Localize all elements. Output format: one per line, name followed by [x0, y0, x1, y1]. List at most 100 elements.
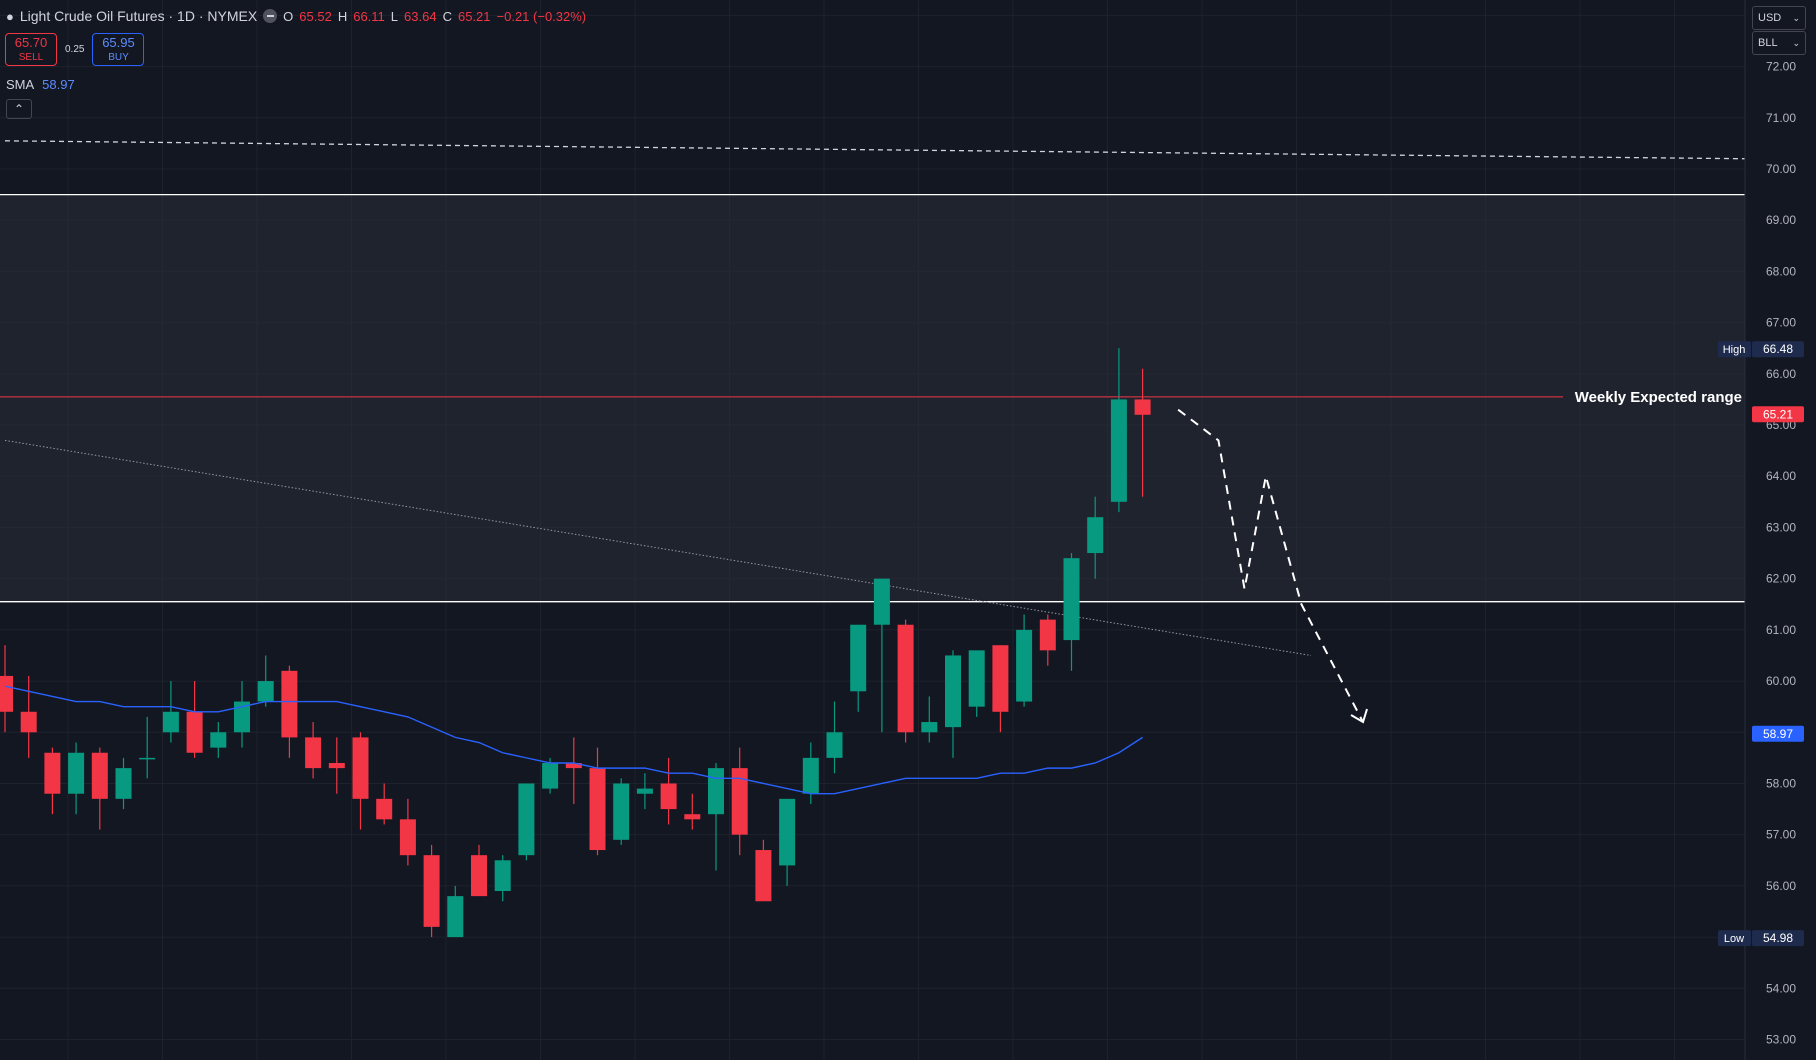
- candle-body: [1134, 399, 1151, 415]
- buy-button[interactable]: 65.95 BUY: [92, 33, 145, 66]
- price-tick-label: 70.00: [1766, 162, 1796, 176]
- price-label[interactable]: 65.21: [1752, 406, 1804, 423]
- candle[interactable]: [210, 722, 227, 758]
- sma-line: [4, 685, 1143, 795]
- symbol-legend[interactable]: ● Light Crude Oil Futures · 1D · NYMEX O…: [6, 8, 586, 24]
- candle-body: [352, 737, 369, 799]
- candle[interactable]: [1039, 614, 1056, 666]
- candle-body: [731, 768, 748, 835]
- currency-value: USD: [1758, 12, 1782, 24]
- candle[interactable]: [897, 619, 914, 743]
- candle-body: [755, 850, 772, 902]
- candle[interactable]: [91, 747, 108, 830]
- sma-legend[interactable]: SMA 58.97: [6, 77, 75, 92]
- candle[interactable]: [281, 665, 298, 758]
- candle-body: [518, 783, 535, 856]
- candle[interactable]: [518, 783, 535, 861]
- unit-value: BLL: [1758, 37, 1778, 49]
- candle[interactable]: [684, 793, 701, 830]
- candle[interactable]: [613, 778, 630, 845]
- candle-body: [873, 578, 890, 625]
- candle[interactable]: [565, 737, 582, 804]
- candle[interactable]: [1087, 496, 1104, 579]
- unit-select[interactable]: BLL ⌄: [1752, 31, 1806, 55]
- candle[interactable]: [447, 885, 464, 938]
- candle-body: [613, 783, 630, 840]
- candle[interactable]: [1063, 553, 1080, 671]
- candle[interactable]: [992, 645, 1009, 733]
- candle-body: [234, 701, 250, 733]
- sma-value: 58.97: [42, 77, 75, 92]
- candle-body: [684, 814, 701, 820]
- candle-body: [1039, 619, 1056, 651]
- candle[interactable]: [779, 798, 796, 886]
- candle[interactable]: [186, 681, 203, 758]
- candle[interactable]: [139, 716, 156, 779]
- candle[interactable]: [802, 742, 819, 804]
- candle[interactable]: [20, 675, 37, 758]
- candle[interactable]: [352, 732, 369, 830]
- candle[interactable]: [376, 783, 393, 825]
- candle[interactable]: [826, 701, 843, 774]
- currency-select[interactable]: USD ⌄: [1752, 6, 1806, 30]
- price-label[interactable]: 54.98 Low: [1718, 930, 1804, 947]
- candle-body: [1016, 629, 1033, 702]
- candle[interactable]: [305, 722, 322, 779]
- candle[interactable]: [921, 696, 938, 743]
- candle[interactable]: [755, 839, 772, 902]
- price-label-name-tag: [1718, 341, 1751, 358]
- candle[interactable]: [945, 650, 961, 758]
- hide-legend-icon[interactable]: [263, 9, 278, 23]
- candle[interactable]: [328, 737, 345, 794]
- candle[interactable]: [850, 624, 867, 712]
- price-axis-bg: [1745, 0, 1816, 1060]
- low-value: 63.64: [404, 8, 437, 24]
- candle-body: [992, 645, 1009, 712]
- candles-layer[interactable]: [0, 348, 1151, 938]
- candle[interactable]: [162, 681, 179, 743]
- candle-body: [210, 732, 227, 748]
- low-key: L: [390, 8, 399, 24]
- candle[interactable]: [660, 757, 677, 825]
- candle[interactable]: [731, 747, 748, 856]
- candle-body: [328, 762, 345, 769]
- price-label-name: Low: [1724, 933, 1744, 945]
- sell-button[interactable]: 65.70 SELL: [5, 33, 57, 66]
- candle[interactable]: [1016, 614, 1033, 707]
- candle[interactable]: [1110, 348, 1127, 513]
- candle[interactable]: [399, 798, 416, 866]
- candle[interactable]: [68, 742, 85, 815]
- candle[interactable]: [44, 747, 61, 815]
- price-label-name-tag: [1718, 930, 1751, 947]
- candle-body: [802, 757, 819, 794]
- buy-price: 65.95: [102, 34, 135, 50]
- candle[interactable]: [471, 844, 487, 897]
- symbol-title[interactable]: Light Crude Oil Futures · 1D · NYMEX: [19, 8, 258, 24]
- price-label-value: 65.21: [1763, 407, 1793, 421]
- ohlc-values: O 65.52 H 66.11 L 63.64 C 65.21 −0.21 (−0.32…: [283, 9, 586, 24]
- candle[interactable]: [0, 645, 13, 733]
- range-zone: [0, 194, 1745, 602]
- price-label[interactable]: 66.48 High: [1718, 341, 1804, 358]
- candle[interactable]: [708, 762, 724, 871]
- candle-body: [708, 768, 724, 815]
- candle[interactable]: [234, 681, 250, 748]
- collapse-indicators-button[interactable]: ⌃: [6, 99, 32, 119]
- candle[interactable]: [115, 757, 132, 810]
- candle[interactable]: [423, 844, 440, 938]
- candle[interactable]: [542, 757, 559, 794]
- candle[interactable]: [636, 773, 653, 810]
- dashed-resistance-line: [4, 140, 1746, 160]
- candle[interactable]: [589, 747, 606, 856]
- price-label[interactable]: 58.97: [1752, 725, 1804, 742]
- price-axis[interactable]: 53.0054.0055.0056.0057.0058.0059.0060.00…: [1718, 0, 1816, 1060]
- price-tick-label: 60.00: [1766, 674, 1796, 688]
- candle[interactable]: [968, 650, 985, 717]
- candle[interactable]: [873, 578, 890, 733]
- candle[interactable]: [1134, 368, 1151, 497]
- candle[interactable]: [494, 855, 511, 902]
- candle[interactable]: [257, 655, 274, 707]
- price-tick-label: 61.00: [1766, 623, 1796, 637]
- candle-body: [1087, 517, 1104, 554]
